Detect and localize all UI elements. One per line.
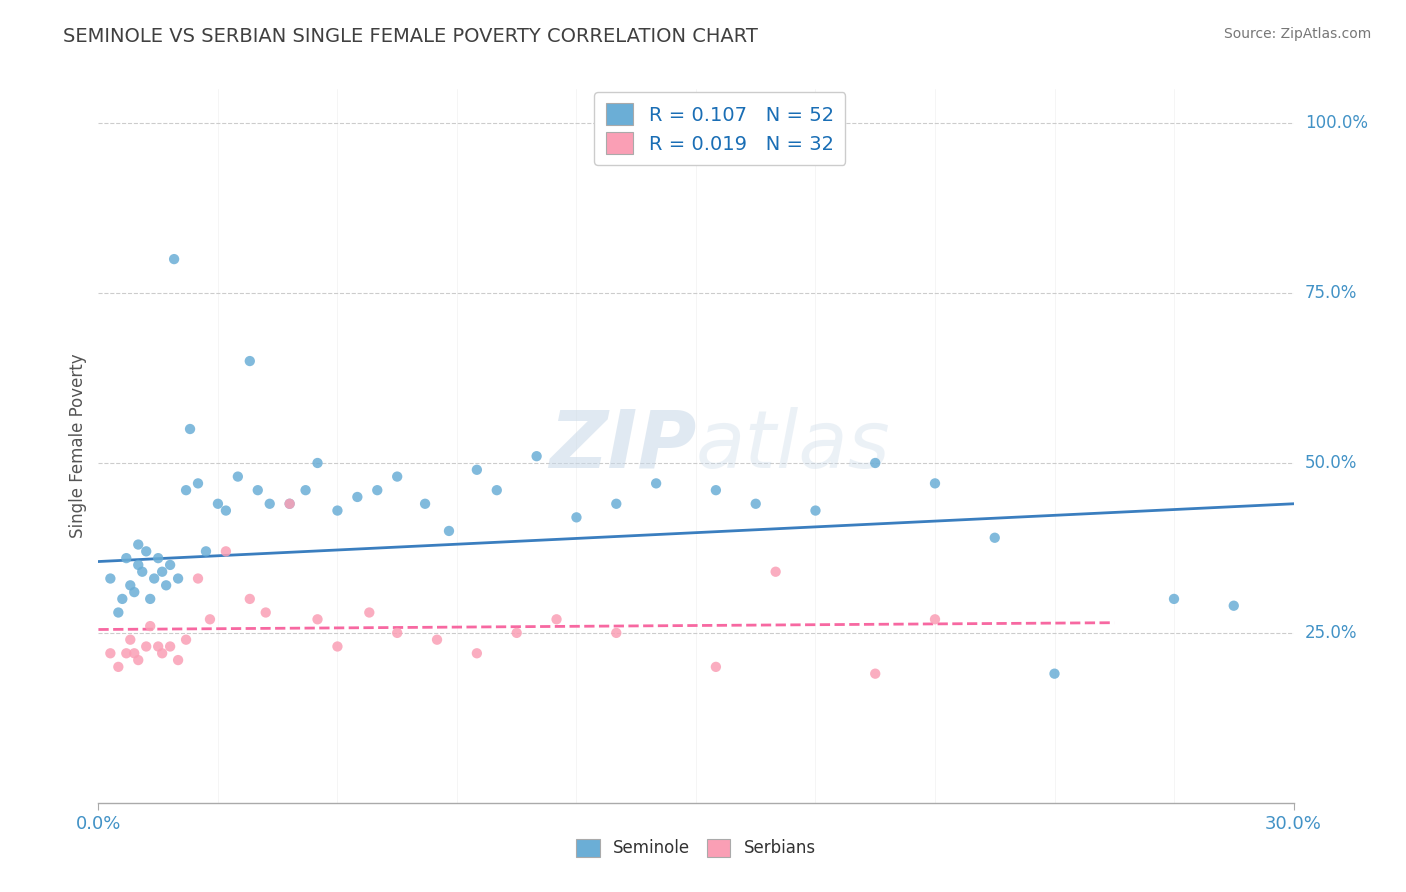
Point (413, 497, 436, 511)
Point (865, 666, 887, 681)
Point (107, 606, 129, 620)
Text: 50.0%: 50.0% (1305, 454, 1357, 472)
Point (326, 640, 349, 654)
Point (167, 653, 190, 667)
Text: ZIP: ZIP (548, 407, 696, 485)
Point (159, 558, 181, 572)
Point (254, 606, 277, 620)
Point (179, 422, 201, 436)
Point (226, 469, 249, 483)
Text: 25.0%: 25.0% (1305, 624, 1357, 642)
Point (111, 591, 134, 606)
Point (139, 591, 162, 606)
Point (1043, 666, 1066, 681)
Point (506, 626, 529, 640)
Point (187, 572, 209, 586)
Point (159, 640, 181, 654)
Text: atlas: atlas (696, 407, 891, 485)
Point (278, 497, 301, 511)
Point (465, 646, 488, 660)
Point (385, 626, 409, 640)
Point (745, 497, 768, 511)
Point (107, 660, 129, 674)
Point (259, 497, 281, 511)
Point (239, 591, 262, 606)
Point (127, 653, 149, 667)
Point (207, 497, 229, 511)
Point (124, 646, 146, 660)
Point (163, 252, 186, 266)
Point (924, 476, 946, 491)
Point (98, 572, 122, 586)
Point (865, 456, 887, 470)
Point (198, 612, 221, 626)
Point (605, 497, 627, 511)
Point (645, 476, 668, 491)
Point (127, 537, 149, 551)
Point (127, 558, 149, 572)
Point (115, 646, 138, 660)
Point (526, 449, 548, 463)
Point (366, 483, 388, 498)
Point (135, 640, 157, 654)
Point (704, 660, 727, 674)
Point (307, 456, 329, 470)
Point (465, 463, 488, 477)
Point (139, 619, 162, 633)
Point (765, 565, 787, 579)
Point (148, 551, 170, 566)
Point (326, 503, 349, 517)
Point (605, 626, 627, 640)
Legend: Seminole, Serbians: Seminole, Serbians (568, 830, 824, 866)
Text: 75.0%: 75.0% (1305, 284, 1357, 302)
Point (215, 503, 238, 517)
Point (804, 503, 827, 517)
Point (426, 632, 449, 647)
Text: Source: ZipAtlas.com: Source: ZipAtlas.com (1223, 27, 1371, 41)
Point (565, 510, 588, 524)
Point (1223, 599, 1246, 613)
Point (167, 572, 190, 586)
Point (385, 469, 409, 483)
Point (485, 483, 508, 498)
Point (120, 632, 142, 647)
Point (124, 585, 146, 599)
Point (174, 632, 197, 647)
Text: 100.0%: 100.0% (1305, 114, 1368, 132)
Point (1163, 591, 1185, 606)
Point (215, 544, 238, 558)
Point (246, 483, 269, 498)
Y-axis label: Single Female Poverty: Single Female Poverty (69, 354, 87, 538)
Point (135, 544, 157, 558)
Point (924, 612, 946, 626)
Point (546, 612, 568, 626)
Point (278, 497, 301, 511)
Point (187, 476, 209, 491)
Point (195, 544, 218, 558)
Point (307, 612, 329, 626)
Point (174, 483, 197, 498)
Point (120, 578, 142, 592)
Point (984, 531, 1007, 545)
Point (115, 551, 138, 566)
Text: SEMINOLE VS SERBIAN SINGLE FEMALE POVERTY CORRELATION CHART: SEMINOLE VS SERBIAN SINGLE FEMALE POVERT… (63, 27, 758, 45)
Point (98, 646, 122, 660)
Point (131, 565, 153, 579)
Point (239, 354, 262, 368)
Point (148, 640, 170, 654)
Point (150, 565, 173, 579)
Point (704, 483, 727, 498)
Point (294, 483, 316, 498)
Point (359, 606, 381, 620)
Point (143, 572, 166, 586)
Point (437, 524, 460, 538)
Point (150, 646, 173, 660)
Point (155, 578, 177, 592)
Point (346, 490, 368, 504)
